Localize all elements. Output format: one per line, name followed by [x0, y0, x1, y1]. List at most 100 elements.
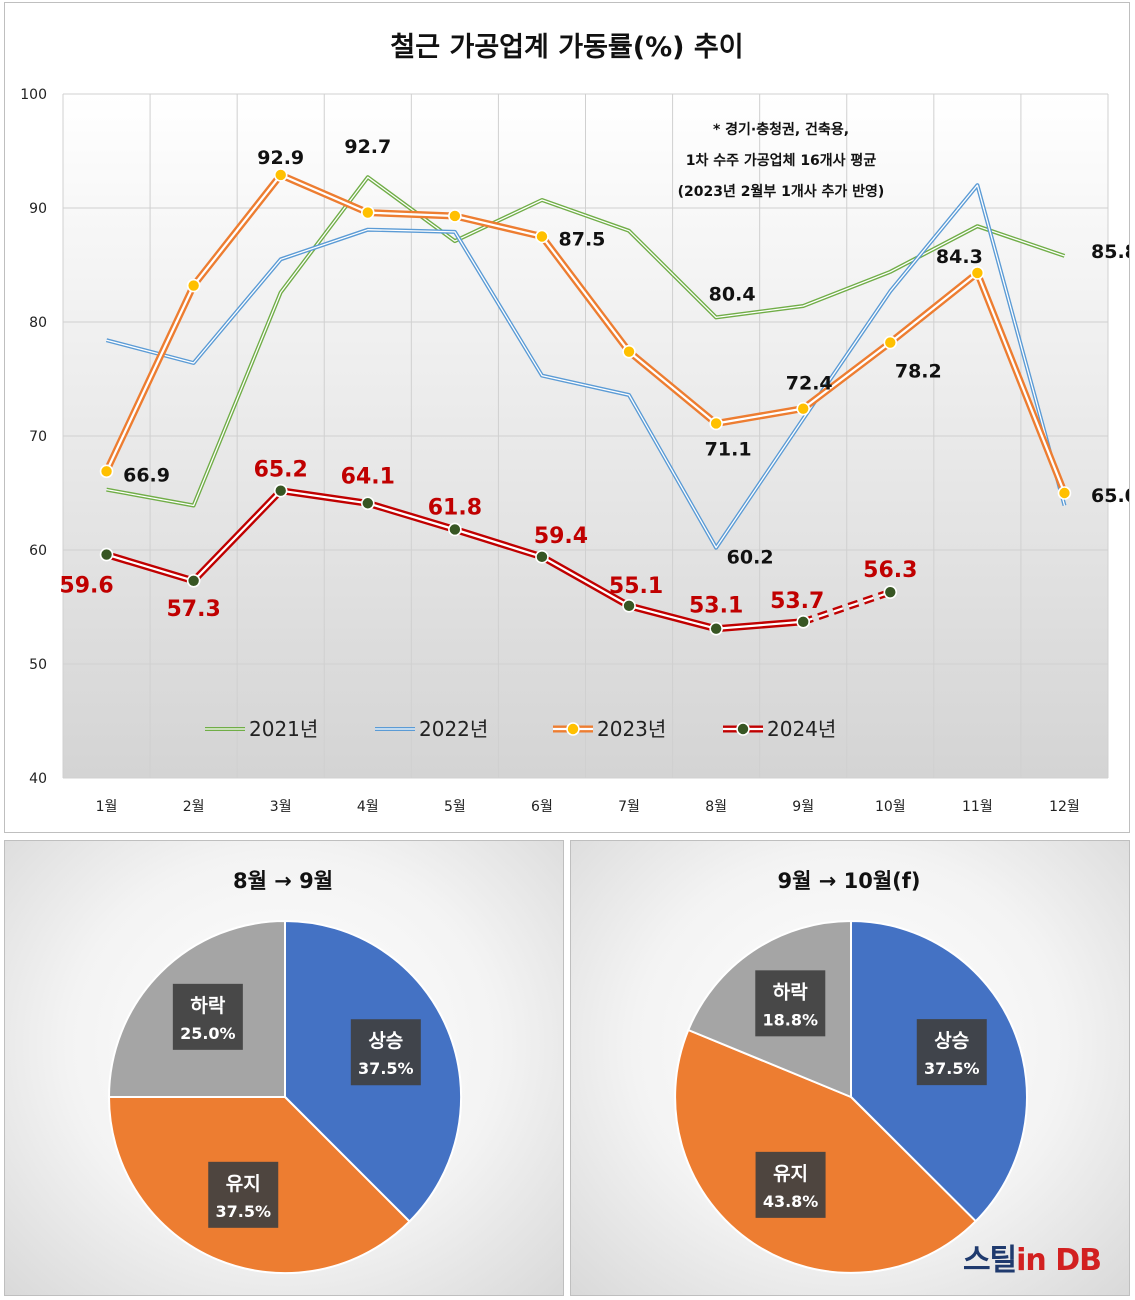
legend-label: 2021년 [249, 717, 318, 741]
data-label: 78.2 [895, 361, 942, 383]
y-tick-label: 80 [29, 315, 47, 331]
series-2022년 [105, 183, 1067, 550]
watermark-part1: 스틸 [962, 1243, 1017, 1278]
data-point [273, 168, 288, 182]
legend-marker [566, 722, 580, 736]
legend-label: 2022년 [419, 717, 488, 741]
data-label: 66.9 [123, 464, 170, 486]
y-tick-label: 90 [29, 201, 47, 217]
pie-chart-panel-aug-sep: 8월 → 9월 상승 37.5% 유지 37.5% 하락 25.0% [4, 840, 564, 1296]
pie-value: 37.5% [358, 1059, 414, 1078]
data-label: 92.9 [257, 147, 304, 169]
x-tick-label: 4월 [357, 799, 379, 815]
x-tick-label: 11월 [962, 799, 993, 815]
line-chart: 철근 가공업계 가동률(%) 추이 100 90 80 70 60 50 40 1월 2월 3월 4월… [20, 32, 1135, 815]
series-line-inner [106, 176, 1065, 507]
data-point [99, 464, 114, 479]
legend-item-2024년: 2024년 [723, 717, 836, 741]
data-point [360, 205, 375, 220]
pie-slice-유지 [674, 1028, 978, 1274]
pie-label-box [755, 1151, 826, 1218]
data-label: 85.8 [1091, 241, 1129, 263]
pie-label: 유지 [773, 1163, 808, 1185]
data-point [970, 266, 985, 280]
data-point [99, 547, 114, 562]
pie-title: 9월 → 10월(f) [777, 869, 920, 893]
legend-label: 2024년 [767, 717, 836, 741]
legend-item-2021년: 2021년 [205, 717, 318, 741]
chart-note: (2023년 2월부 1개사 추가 반영) [678, 183, 885, 200]
chart-note: 1차 수주 가공업체 16개사 평균 [686, 152, 877, 169]
data-label: 59.6 [59, 574, 113, 599]
pie-label-box [755, 970, 826, 1037]
data-point [273, 483, 288, 498]
pie-label: 유지 [226, 1173, 261, 1195]
series-line-inner [105, 173, 1066, 494]
data-label: 56.3 [863, 558, 917, 583]
pie-label: 상승 [368, 1030, 403, 1052]
pie-value: 25.0% [180, 1024, 236, 1043]
pie-label-box [916, 1019, 987, 1086]
legend-item-2022년: 2022년 [375, 717, 488, 741]
pie-value: 43.8% [763, 1192, 819, 1211]
data-point [448, 209, 462, 223]
data-point [186, 278, 201, 293]
data-point [1057, 486, 1072, 500]
x-tick-label: 1월 [96, 799, 118, 815]
watermark-logo: 스틸in DB [962, 1235, 1102, 1279]
data-label: 64.1 [341, 464, 395, 489]
chart-note: * 경기·충청권, 건축용, [713, 121, 849, 138]
x-tick-label: 12월 [1049, 799, 1080, 815]
data-point [883, 585, 898, 599]
chart-title: 철근 가공업계 가동률(%) 추이 [390, 32, 743, 63]
data-point [709, 416, 723, 431]
pie-label: 하락 [773, 981, 808, 1003]
pie-label-box [172, 983, 243, 1050]
series-line-inner [106, 184, 1066, 549]
pie-label-box [208, 1161, 279, 1228]
line-chart-panel: 철근 가공업계 가동률(%) 추이 100 90 80 70 60 50 40 1월 2월 3월 4월… [4, 2, 1135, 833]
x-tick-label: 5월 [444, 799, 466, 815]
data-point [448, 522, 462, 537]
data-point [535, 229, 549, 244]
pie-label-box [350, 1019, 421, 1086]
data-label: 87.5 [559, 229, 606, 251]
data-label: 80.4 [709, 283, 756, 305]
pie-value: 18.8% [763, 1010, 819, 1029]
pie-value: 37.5% [924, 1059, 980, 1078]
x-tick-label: 7월 [618, 799, 640, 815]
data-point [883, 335, 898, 350]
data-label: 72.4 [786, 373, 833, 395]
pie-title: 8월 → 9월 [233, 869, 333, 893]
pie-value: 37.5% [215, 1202, 271, 1221]
data-label: 59.4 [534, 524, 588, 549]
series-2021년 [106, 175, 1066, 508]
y-tick-label: 70 [29, 429, 47, 445]
data-label: 57.3 [166, 597, 220, 622]
x-tick-label: 6월 [531, 799, 553, 815]
series-2024년 [99, 483, 898, 636]
data-label: 53.1 [689, 594, 743, 619]
data-point [535, 550, 549, 564]
watermark-part2: in DB [1016, 1243, 1102, 1278]
data-point [709, 621, 723, 636]
pie-label: 상승 [934, 1030, 969, 1052]
data-label: 61.8 [428, 495, 482, 520]
series-2023년 [99, 168, 1072, 500]
data-point [360, 496, 375, 511]
y-tick-label: 100 [20, 87, 47, 103]
data-label: 60.2 [727, 547, 774, 569]
y-tick-label: 60 [29, 543, 47, 559]
y-tick-label: 50 [29, 657, 47, 673]
data-point [796, 615, 811, 629]
legend-label: 2023년 [597, 717, 666, 741]
pie-chart-panel-sep-oct: 9월 → 10월(f) 상승 37.5% 유지 43.8% 하락 18.8% 스틸in DB [570, 840, 1130, 1296]
x-tick-label: 3월 [270, 799, 292, 815]
x-tick-label: 9월 [792, 799, 814, 815]
x-tick-label: 10월 [875, 799, 906, 815]
y-tick-label: 40 [29, 771, 47, 787]
x-tick-label: 2월 [183, 799, 205, 815]
data-label: 55.1 [609, 574, 663, 599]
x-tick-label: 8월 [705, 799, 727, 815]
